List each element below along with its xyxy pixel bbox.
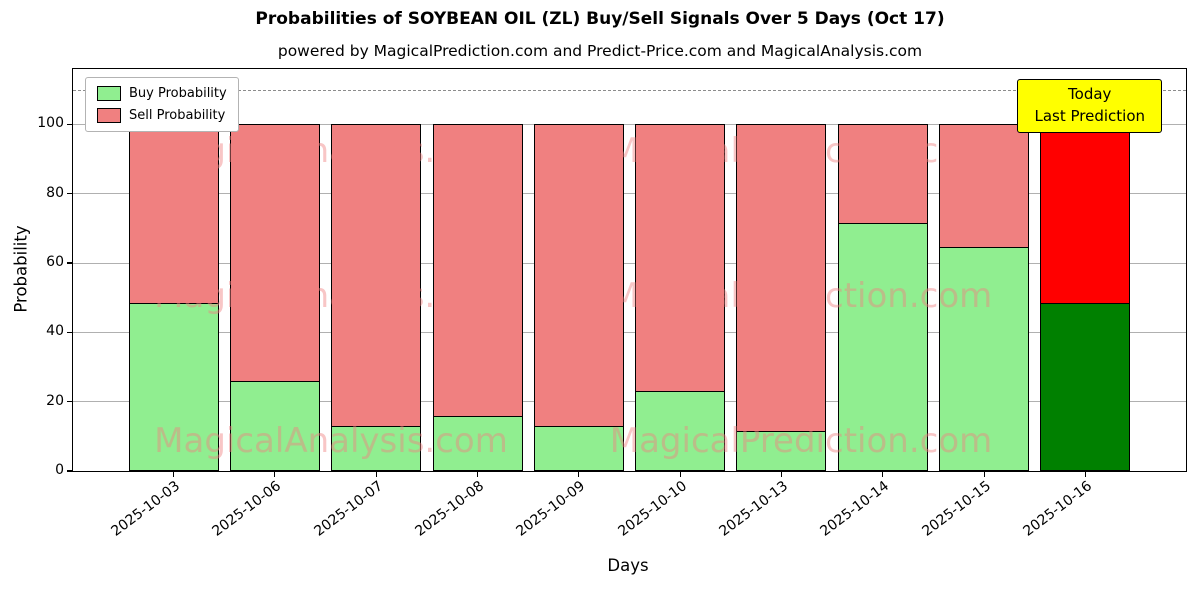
x-tick-mark xyxy=(476,471,479,477)
bar-sell-segment xyxy=(432,124,523,417)
x-axis-label: Days xyxy=(607,556,649,575)
y-gridline xyxy=(73,331,1186,333)
annotation-line-1: Today xyxy=(1068,85,1112,103)
bar-buy-segment xyxy=(635,391,726,471)
legend-swatch xyxy=(97,108,121,123)
legend: Buy Probability Sell Probability xyxy=(85,77,239,132)
x-tick-mark xyxy=(882,471,884,477)
x-tick-mark xyxy=(983,471,985,477)
x-tick-mark xyxy=(679,471,681,477)
x-tick-mark xyxy=(375,471,377,477)
y-tick-label: 60 xyxy=(46,254,64,271)
plot-area: Buy Probability Sell Probability Today La… xyxy=(37,68,1187,540)
x-tick-label: 2025-10-06 xyxy=(209,478,285,540)
x-tick-label: 2025-10-10 xyxy=(615,478,690,540)
x-tick-label: 2025-10-09 xyxy=(513,478,589,540)
bar-buy-segment xyxy=(837,223,928,471)
bar-buy-segment xyxy=(432,415,523,471)
legend-label: Sell Probability xyxy=(129,108,226,123)
x-tick-mark xyxy=(780,471,783,477)
x-tick-label: 2025-10-07 xyxy=(311,478,386,540)
y-tick-label: 20 xyxy=(46,392,64,409)
y-axis-label: Probability xyxy=(11,225,31,313)
x-tick-label: 2025-10-14 xyxy=(817,478,893,540)
bar-sell-segment xyxy=(128,124,219,304)
y-gridline xyxy=(73,401,1186,403)
y-tick-label: 100 xyxy=(37,115,64,132)
bar-buy-segment xyxy=(939,247,1030,471)
x-tick-label: 2025-10-13 xyxy=(716,478,792,540)
bar-buy-segment xyxy=(229,380,320,471)
bar-sell-segment xyxy=(331,124,422,427)
x-tick-mark xyxy=(1084,471,1087,477)
dashed-threshold-line xyxy=(73,89,1186,91)
x-tick-label: 2025-10-15 xyxy=(919,478,994,540)
x-tick-mark xyxy=(172,471,175,477)
watermark-text: MagicalAnalysis.com xyxy=(154,421,508,461)
bar-sell-segment xyxy=(229,124,320,382)
watermark-text: MagicalPrediction.com xyxy=(609,421,993,461)
y-tick-mark xyxy=(67,193,73,195)
bar-buy-segment xyxy=(331,425,422,471)
bar-buy-segment xyxy=(128,302,219,471)
bar-sell-segment xyxy=(533,124,624,427)
bar-buy-segment xyxy=(533,425,624,471)
annotation-line-2: Last Prediction xyxy=(1034,106,1145,125)
bar-sell-segment xyxy=(635,124,726,393)
y-tick-mark xyxy=(67,470,73,472)
watermark-text: MagicalAnalysis.com xyxy=(154,131,508,171)
y-tick-label: 80 xyxy=(46,184,64,201)
y-tick-label: 40 xyxy=(46,323,64,340)
x-tick-label: 2025-10-16 xyxy=(1020,478,1096,540)
bar-sell-segment xyxy=(1040,124,1131,304)
watermark-text: MagicalPrediction.com xyxy=(609,131,993,171)
y-gridline xyxy=(73,123,1186,125)
watermark-text: MagicalPrediction.com xyxy=(609,276,993,316)
bar-sell-segment xyxy=(736,124,827,433)
watermark-text: MagicalAnalysis.com xyxy=(154,276,508,316)
bar-buy-segment xyxy=(736,431,827,471)
y-tick-mark xyxy=(67,401,73,403)
legend-item: Sell Probability xyxy=(97,108,227,123)
legend-item: Buy Probability xyxy=(97,86,227,101)
x-tick-mark xyxy=(578,471,580,477)
legend-swatch xyxy=(97,86,121,101)
y-tick-label: 0 xyxy=(55,462,64,478)
y-tick-mark xyxy=(67,123,73,126)
x-tick-label: 2025-10-03 xyxy=(108,478,184,540)
y-tick-mark xyxy=(67,262,73,264)
y-gridline xyxy=(73,262,1186,264)
bar-buy-segment xyxy=(1040,302,1131,471)
y-gridline xyxy=(73,193,1186,195)
x-tick-label: 2025-10-08 xyxy=(412,478,488,540)
annotation-box: Today Last Prediction xyxy=(1017,79,1162,133)
chart-subtitle: powered by MagicalPrediction.com and Pre… xyxy=(277,42,923,60)
chart-title: Probabilities of SOYBEAN OIL (ZL) Buy/Se… xyxy=(255,9,945,29)
legend-label: Buy Probability xyxy=(129,86,227,101)
x-tick-mark xyxy=(274,471,276,477)
y-tick-mark xyxy=(67,331,73,333)
